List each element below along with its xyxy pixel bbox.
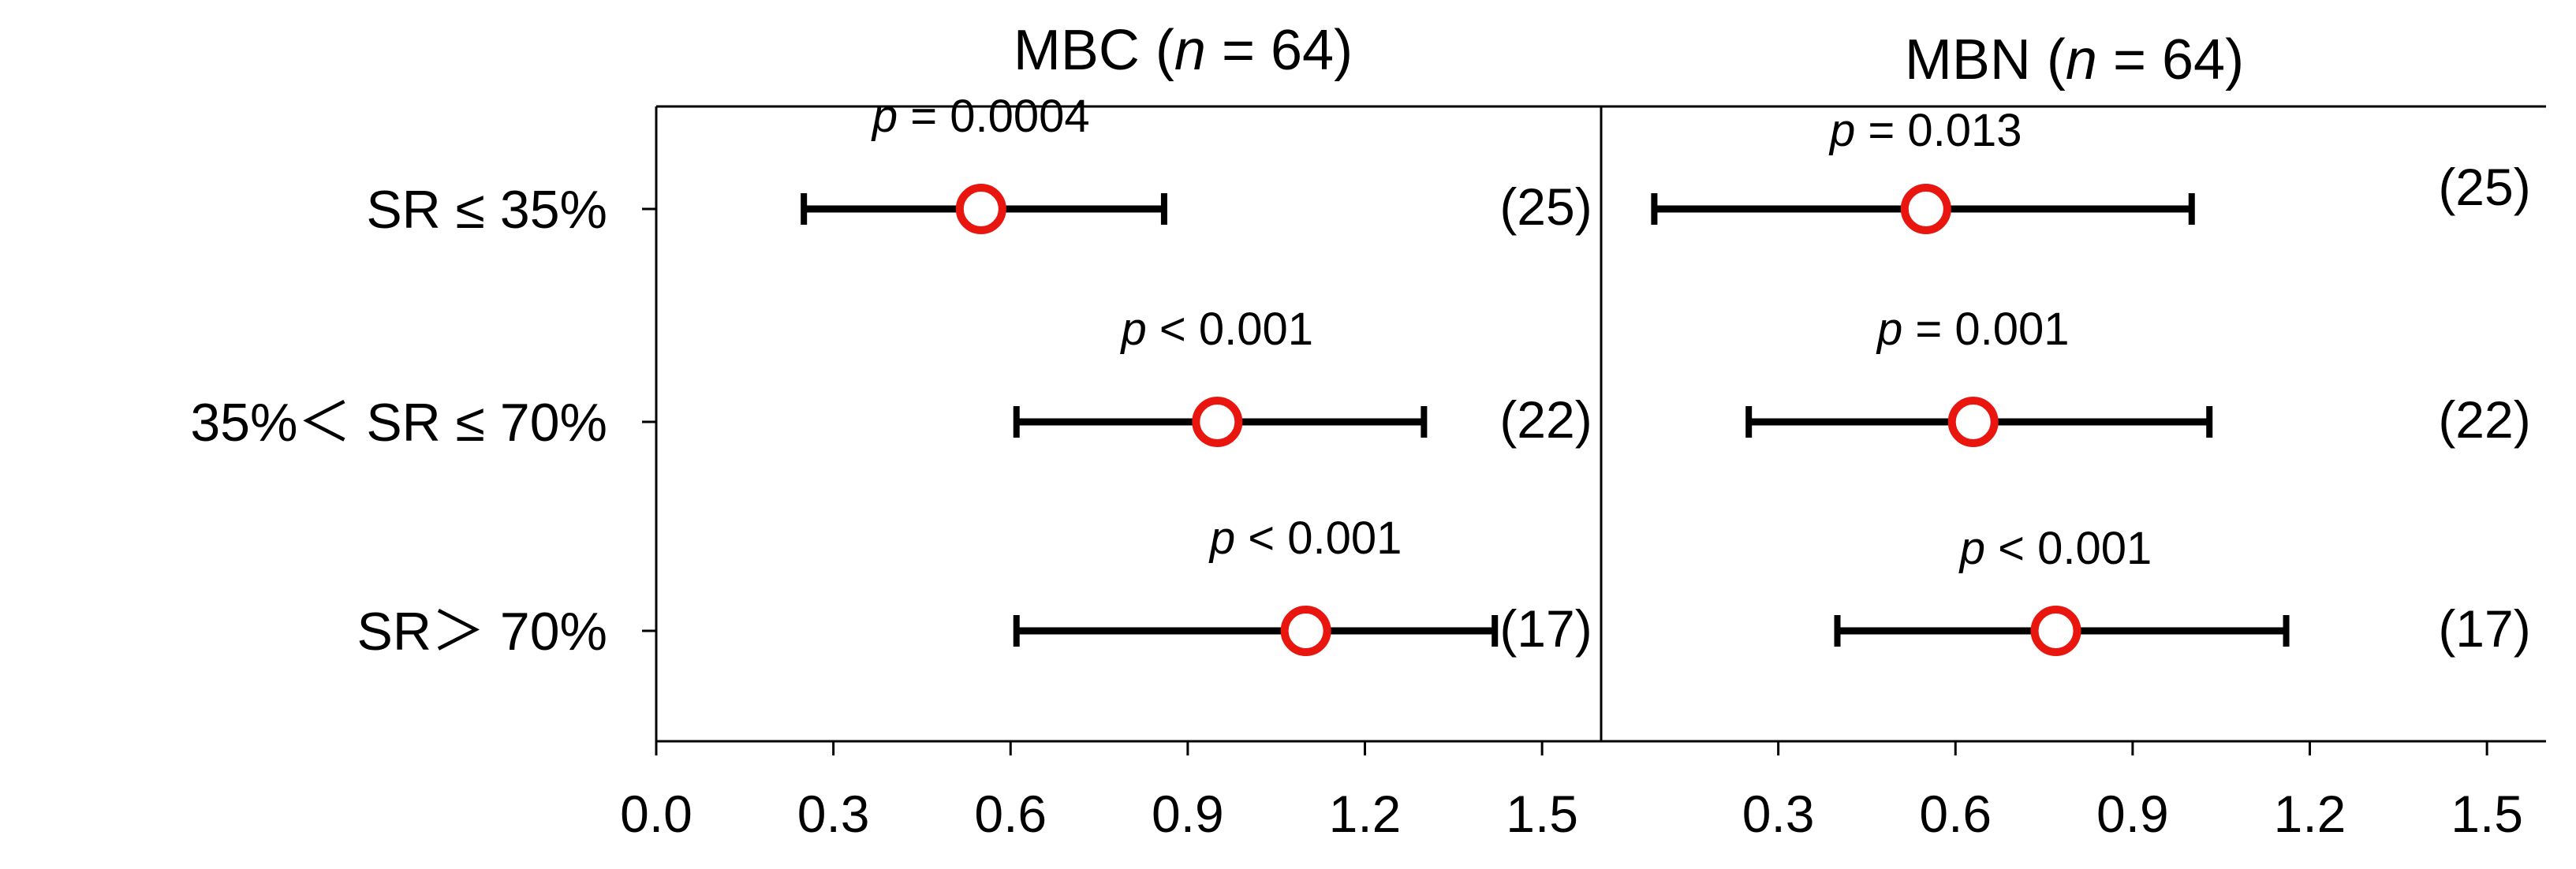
count-label: (17) (1499, 599, 1592, 658)
count-label: (22) (1499, 390, 1592, 449)
p-value-label: p = 0.0004 (871, 91, 1090, 142)
x-tick-label: 0.9 (2096, 785, 2169, 843)
x-tick-label: 0.9 (1152, 785, 1224, 843)
p-value-label: p = 0.013 (1828, 105, 2022, 156)
count-label: (17) (2438, 599, 2530, 658)
row-label: SR ≤ 35% (366, 180, 607, 240)
estimate-marker (1900, 184, 1951, 234)
count-label: (22) (2438, 390, 2530, 449)
x-tick-label: 1.5 (2451, 785, 2523, 843)
row-label: 35%＜ SR ≤ 70% (190, 393, 607, 453)
p-value-label: p < 0.001 (1958, 523, 2152, 574)
x-tick-label: 1.5 (1506, 785, 1578, 843)
x-tick-label: 0.0 (620, 785, 693, 843)
x-tick-label: 0.3 (1742, 785, 1815, 843)
panel-mbn: MBN (n = 64) 0.3 0.6 0.9 1.2 1.5 p = 0.013 (25)… (1600, 28, 2546, 843)
panels: MBC (n = 64) 0.0 0.3 0.6 0.9 1.2 1.5 p = 0.0004… (620, 19, 2546, 843)
estimate-marker (1192, 397, 1243, 447)
estimate-marker (2030, 606, 2081, 656)
x-tick-label: 0.3 (797, 785, 870, 843)
row-labels: SR ≤ 35% 35%＜ SR ≤ 70% SR＞ 70% (190, 180, 607, 662)
count-label: (25) (2438, 158, 2530, 216)
p-value-label: p < 0.001 (1208, 513, 1402, 564)
p-value-label: p < 0.001 (1120, 304, 1314, 355)
p-value-label: p = 0.001 (1876, 304, 2070, 355)
estimate-marker (1280, 606, 1331, 656)
x-tick-label: 1.2 (1329, 785, 1402, 843)
panel-title: MBN (n = 64) (1905, 28, 2244, 91)
x-tick-label: 0.6 (1919, 785, 1992, 843)
count-label: (25) (1499, 177, 1592, 236)
panel-title: MBC (n = 64) (1014, 19, 1353, 82)
x-tick-label: 1.2 (2274, 785, 2346, 843)
x-tick-label: 0.6 (974, 785, 1047, 843)
estimate-marker (955, 184, 1006, 234)
estimate-marker (1947, 397, 1999, 447)
panel-mbc: MBC (n = 64) 0.0 0.3 0.6 0.9 1.2 1.5 p = 0.0004… (620, 19, 1603, 843)
row-label: SR＞ 70% (357, 602, 607, 662)
